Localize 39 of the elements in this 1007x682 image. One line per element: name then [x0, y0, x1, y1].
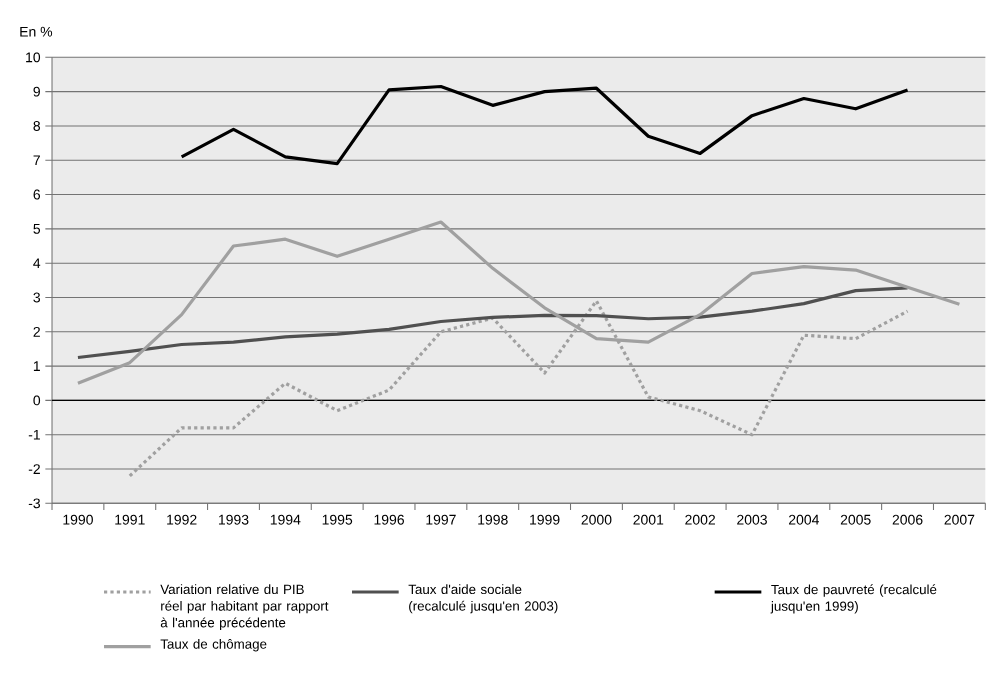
- y-tick-label: 6: [33, 189, 41, 200]
- y-tick-label: 5: [33, 224, 41, 234]
- x-tick-label: 1995: [322, 514, 353, 525]
- x-tick-label: 2000: [581, 514, 612, 525]
- x-tick-label: 2003: [737, 514, 767, 525]
- y-tick-label: 4: [33, 258, 41, 268]
- x-tick-label: 1990: [63, 514, 93, 525]
- y-tick-label: 8: [33, 121, 41, 131]
- legend-label: Taux de chômage: [160, 638, 267, 652]
- x-tick-label: 1991: [115, 514, 145, 525]
- x-tick-label: 2001: [633, 514, 664, 525]
- x-tick-label: 2007: [944, 514, 975, 525]
- legend-label: Taux de pauvreté (recalculé jusqu'en 1999): [770, 584, 937, 614]
- y-tick-label: 1: [33, 361, 40, 371]
- y-tick-label: 10: [26, 52, 41, 63]
- x-tick-label: 1999: [530, 514, 560, 525]
- x-tick-label: 1997: [426, 514, 456, 525]
- y-tick-label: -3: [28, 498, 41, 509]
- x-tick-label: 1993: [218, 514, 249, 525]
- x-tick-label: 2004: [788, 514, 819, 525]
- legend-label: Taux d'aide sociale (recalculé jusqu'en 2003): [408, 584, 558, 614]
- y-tick-label: 0: [33, 395, 41, 406]
- x-tick-label: 1994: [270, 514, 301, 525]
- x-tick-label: 2002: [685, 514, 715, 525]
- line-series: [76, 286, 910, 360]
- y-axis-title: En %: [20, 26, 53, 37]
- legend-label: Variation relative du PIB réel par habitant par rapport à l'année précédente: [160, 584, 329, 631]
- y-tick-label: -2: [28, 464, 40, 474]
- x-tick-label: 1996: [374, 514, 404, 525]
- y-tick-label: 7: [33, 155, 40, 166]
- x-tick-label: 2006: [892, 514, 923, 525]
- line-series: [180, 84, 910, 166]
- x-tick-label: 2005: [840, 514, 871, 525]
- y-tick-label: -1: [28, 429, 40, 440]
- y-tick-label: 2: [33, 326, 40, 337]
- y-tick-label: 9: [33, 86, 40, 97]
- x-tick-label: 1992: [167, 514, 197, 525]
- y-tick-label: 3: [33, 292, 41, 303]
- x-tick-label: 1998: [478, 514, 508, 525]
